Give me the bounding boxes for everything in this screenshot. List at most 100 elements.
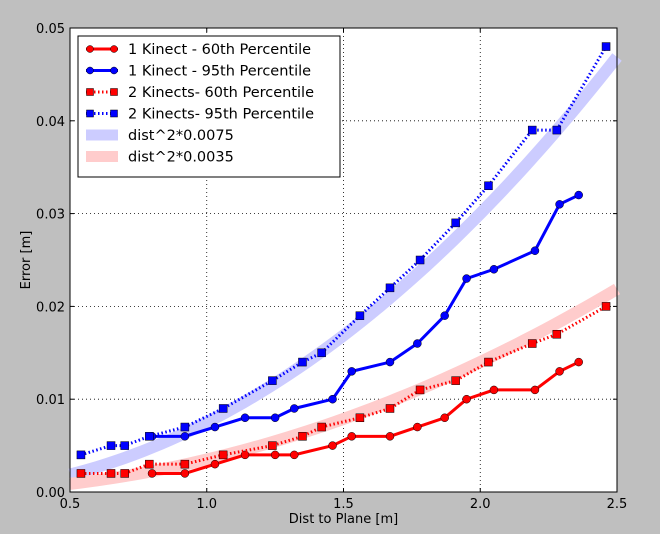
data-point	[106, 469, 116, 478]
data-point	[555, 200, 564, 209]
legend-label: 1 Kinect - 95th Percentile	[128, 64, 311, 80]
legend-label: 1 Kinect - 60th Percentile	[128, 42, 311, 58]
data-point	[106, 441, 116, 450]
data-point	[210, 459, 220, 469]
data-point	[298, 432, 307, 441]
data-point	[415, 255, 425, 265]
data-point	[290, 404, 299, 413]
data-point	[180, 459, 190, 469]
data-point	[574, 357, 583, 367]
data-point	[210, 422, 220, 432]
legend-marker	[86, 66, 94, 75]
data-point	[489, 265, 499, 274]
data-point	[240, 413, 250, 423]
data-point	[218, 450, 228, 460]
data-point	[317, 348, 326, 358]
data-point	[601, 42, 611, 51]
data-point	[552, 329, 562, 339]
data-point	[451, 218, 460, 228]
data-point	[385, 432, 395, 441]
band-5	[69, 283, 621, 490]
data-point	[451, 376, 460, 385]
y-tick-label: 0.01	[36, 393, 65, 408]
data-point	[290, 450, 299, 460]
data-point	[180, 422, 190, 432]
data-point	[355, 311, 365, 320]
data-point	[527, 125, 537, 135]
legend-marker	[110, 109, 118, 118]
legend-marker	[86, 88, 94, 96]
x-tick-label: 2.5	[607, 497, 628, 512]
y-axis-label: Error [m]	[19, 231, 34, 290]
legend-marker	[110, 88, 118, 96]
series-line-0	[152, 360, 580, 475]
data-point	[180, 469, 190, 478]
x-tick-label: 2.0	[470, 497, 491, 512]
data-point	[218, 404, 228, 413]
x-tick-label: 1.0	[196, 497, 217, 512]
data-point	[555, 367, 564, 376]
data-point	[347, 432, 356, 441]
x-tick-label: 1.5	[333, 497, 354, 512]
legend: 1 Kinect - 60th Percentile 1 Kinect - 95t…	[77, 35, 341, 178]
legend-label: 2 Kinects- 95th Percentile	[128, 107, 314, 123]
data-point	[413, 422, 422, 432]
data-point	[270, 413, 280, 423]
series-line-2	[80, 305, 607, 475]
data-point	[270, 450, 280, 460]
data-point	[268, 441, 277, 450]
legend-box	[77, 35, 341, 178]
data-point	[489, 385, 499, 395]
data-point	[328, 394, 337, 404]
data-point	[298, 357, 307, 367]
y-tick-label: 0.02	[36, 300, 65, 315]
y-tick-label: 0.05	[36, 22, 65, 37]
data-point	[415, 385, 425, 395]
data-point	[462, 274, 471, 283]
data-point	[440, 413, 449, 423]
data-point	[413, 339, 422, 348]
data-point	[484, 181, 493, 191]
legend-marker	[110, 45, 118, 53]
legend-marker	[110, 66, 118, 75]
data-point	[145, 432, 154, 441]
legend-label: dist^2*0.0035	[128, 150, 234, 166]
data-point	[355, 413, 365, 423]
data-point	[120, 441, 129, 450]
data-point	[530, 246, 540, 255]
data-point	[530, 385, 540, 395]
data-point	[347, 367, 356, 376]
data-point	[268, 376, 277, 385]
data-point	[317, 422, 326, 432]
x-tick-label: 0.5	[60, 497, 81, 512]
data-point	[574, 190, 583, 200]
data-point	[76, 469, 86, 478]
legend-label: dist^2*0.0075	[128, 128, 234, 144]
data-point	[76, 450, 86, 460]
data-point	[484, 357, 493, 367]
data-point	[527, 339, 537, 348]
data-point	[120, 469, 129, 478]
data-point	[385, 283, 395, 293]
y-tick-label: 0.03	[36, 208, 65, 223]
data-point	[552, 125, 562, 135]
data-point	[385, 357, 395, 367]
data-point	[147, 469, 157, 478]
band-4	[68, 53, 622, 481]
legend-label: 2 Kinects- 60th Percentile	[128, 85, 314, 101]
y-tick-label: 0.00	[36, 486, 65, 501]
data-point	[145, 459, 154, 469]
data-point	[180, 432, 190, 441]
data-point	[328, 441, 337, 450]
data-point	[240, 450, 250, 460]
legend-marker	[86, 45, 94, 53]
x-axis-label: Dist to Plane [m]	[289, 512, 398, 527]
data-point	[440, 311, 449, 320]
series-line-1	[152, 193, 580, 438]
legend-marker	[86, 109, 94, 118]
data-point	[462, 394, 471, 404]
y-tick-label: 0.04	[36, 115, 65, 130]
data-point	[601, 302, 611, 311]
data-point	[385, 404, 395, 413]
